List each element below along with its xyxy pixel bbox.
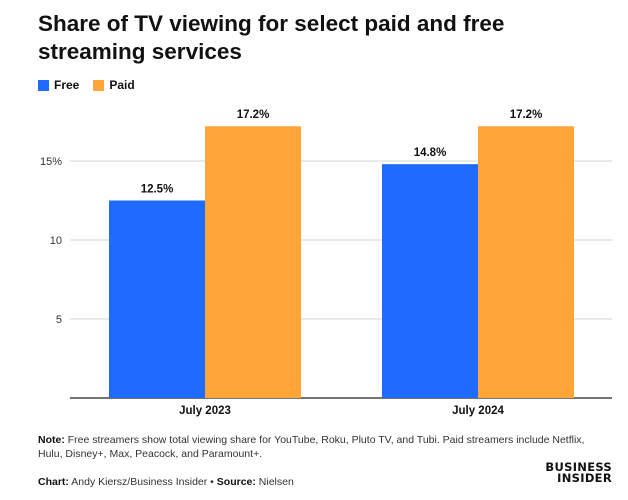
legend-label-free: Free	[54, 78, 80, 92]
data-label-free-0: 12.5%	[141, 184, 174, 196]
legend-item-free: Free	[38, 78, 79, 92]
business-insider-logo: BUSINESS INSIDER	[532, 460, 612, 485]
x-tick-label-1: July 2024	[452, 405, 504, 417]
legend-swatch-free	[38, 79, 49, 91]
chart-credit-text: Andy Kiersz/Business Insider	[71, 476, 208, 488]
y-tick-label-15: 15%	[40, 156, 62, 168]
logo-line-1: BUSINESS	[545, 460, 612, 474]
legend: Free Paid	[38, 78, 149, 92]
note-text: Free streamers show total viewing share …	[38, 434, 585, 460]
legend-label-paid: Paid	[109, 78, 135, 92]
legend-item-paid: Paid	[93, 78, 135, 92]
credit-separator: •	[210, 476, 214, 488]
legend-swatch-paid	[93, 79, 105, 91]
y-tick-label-10: 10	[50, 235, 62, 247]
chart-note: Note: Free streamers show total viewing …	[38, 433, 608, 461]
chart-credit-label: Chart:	[38, 476, 69, 488]
bar-paid-1	[478, 126, 574, 399]
data-label-paid-1: 17.2%	[510, 109, 543, 121]
bar-paid-0	[205, 126, 301, 399]
bar-chart: 5 10 15% 12.5% 17.2% July 2023 14.8% 17.2% July …	[40, 109, 612, 417]
source-label: Source:	[216, 476, 256, 488]
note-label: Note:	[38, 434, 65, 446]
bar-free-1	[382, 164, 478, 398]
y-tick-label-5: 5	[56, 314, 62, 326]
bar-free-0	[109, 200, 205, 398]
source-text: Nielsen	[258, 476, 294, 488]
chart-title: Share of TV viewing for select paid and …	[38, 11, 505, 64]
chart-credit: Chart: Andy Kiersz/Business Insider • So…	[38, 476, 294, 488]
data-label-paid-0: 17.2%	[237, 109, 270, 121]
x-tick-label-0: July 2023	[179, 405, 231, 417]
data-label-free-1: 14.8%	[414, 147, 447, 159]
logo-line-2: INSIDER	[557, 471, 612, 485]
